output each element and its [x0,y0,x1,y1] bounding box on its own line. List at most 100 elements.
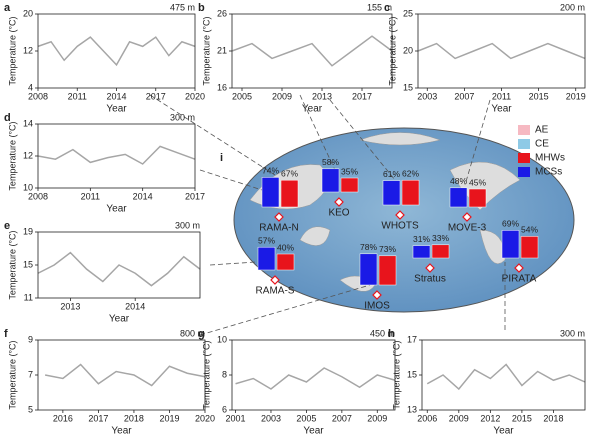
legend-label: MCSs [535,167,562,178]
station-marker [274,212,284,222]
x-tick-label: 2011 [492,91,511,101]
x-tick-label: 2007 [332,413,352,423]
station-marker [514,263,524,273]
bar-value-label: 62% [402,168,419,178]
depth-label: 475 m [170,2,195,12]
station-name: IMOS [364,301,390,312]
legend-swatch [518,167,530,177]
x-tick-label: 2006 [417,413,437,423]
station-marker [372,290,382,300]
panel-label: c [384,2,390,14]
x-axis-title: Year [109,314,130,325]
y-tick-label: 5 [28,404,33,414]
bar [431,244,450,259]
panel-label: a [4,2,11,14]
x-tick-label: 2008 [28,91,48,101]
x-tick-label: 2017 [352,91,372,101]
x-axis-title: Year [491,104,512,115]
bar-value-label: 35% [341,166,358,176]
x-tick-label: 2017 [185,191,205,201]
bar [501,230,520,259]
panel-label: g [198,328,205,340]
depth-label: 200 m [560,2,585,12]
station-name: KEO [328,208,349,219]
x-tick-label: 2019 [159,413,179,423]
x-axis-title: Year [106,104,127,115]
x-tick-label: 2008 [28,191,48,201]
bar [401,179,420,206]
bar-value-label: 40% [277,242,294,252]
x-tick-label: 2012 [480,413,500,423]
x-tick-label: 2015 [529,91,549,101]
bar [340,177,359,193]
x-tick-label: 2017 [88,413,108,423]
bar-value-label: 45% [469,177,486,187]
y-tick-label: 12 [23,150,33,160]
bar [280,179,299,208]
x-tick-label: 2009 [367,413,387,423]
x-tick-label: 2013 [60,301,80,311]
bar-value-label: 57% [258,235,275,245]
depth-label: 300 m [175,220,200,230]
x-axis-title: Year [493,426,514,437]
panel-label: i [220,152,223,164]
y-axis-title: Temperature (°C) [7,340,17,409]
x-tick-label: 2007 [454,91,474,101]
x-tick-label: 2005 [296,413,316,423]
y-tick-label: 16 [217,82,227,92]
x-axis-title: Year [106,204,127,215]
y-axis-title: Temperature (°C) [7,230,17,299]
depth-label: 300 m [170,112,195,122]
x-tick-label: 2019 [566,91,586,101]
bar-value-label: 33% [432,233,449,243]
x-tick-label: 2011 [68,91,87,101]
legend-label: AE [535,125,549,136]
bar [276,253,295,271]
x-tick-label: 2018 [124,413,144,423]
panel-label: d [4,112,11,124]
x-tick-label: 2014 [125,301,145,311]
x-axis-title: Year [111,426,132,437]
x-tick-label: 2015 [512,413,532,423]
y-axis-title: Temperature (°C) [201,16,211,85]
y-tick-label: 4 [28,82,33,92]
plot-frame [231,339,396,411]
y-tick-label: 26 [217,8,227,18]
x-tick-label: 2003 [417,91,437,101]
station-name: RAMA-S [256,286,295,297]
y-tick-label: 13 [407,404,417,414]
y-axis-title: Temperature (°C) [387,16,397,85]
plot-frame [37,13,196,89]
y-tick-label: 17 [407,334,417,344]
x-tick-label: 2013 [312,91,332,101]
temperature-line [37,145,196,165]
bar [321,168,340,193]
x-tick-label: 2009 [449,413,469,423]
y-tick-label: 6 [222,404,227,414]
temperature-line [37,251,201,287]
bar [382,180,401,206]
y-axis-title: Temperature (°C) [7,16,17,85]
station-marker [395,210,405,220]
bar [359,253,378,286]
y-tick-label: 10 [217,334,227,344]
depth-label: 800 m [180,328,205,338]
x-tick-label: 2020 [195,413,215,423]
bar-value-label: 69% [502,219,519,229]
y-axis-title: Temperature (°C) [7,121,17,190]
y-tick-label: 12 [23,45,33,55]
station-name: Stratus [414,274,446,285]
x-tick-label: 2003 [261,413,281,423]
x-tick-label: 2001 [226,413,246,423]
depth-label: 300 m [560,328,585,338]
y-tick-label: 15 [407,369,417,379]
plot-frame [421,339,586,411]
panel-label: e [4,220,10,232]
x-tick-label: 2005 [232,91,252,101]
y-axis-title: Temperature (°C) [201,340,211,409]
x-tick-label: 2014 [106,91,126,101]
bar [412,245,431,259]
bar [449,187,468,208]
bar-value-label: 73% [379,244,396,254]
